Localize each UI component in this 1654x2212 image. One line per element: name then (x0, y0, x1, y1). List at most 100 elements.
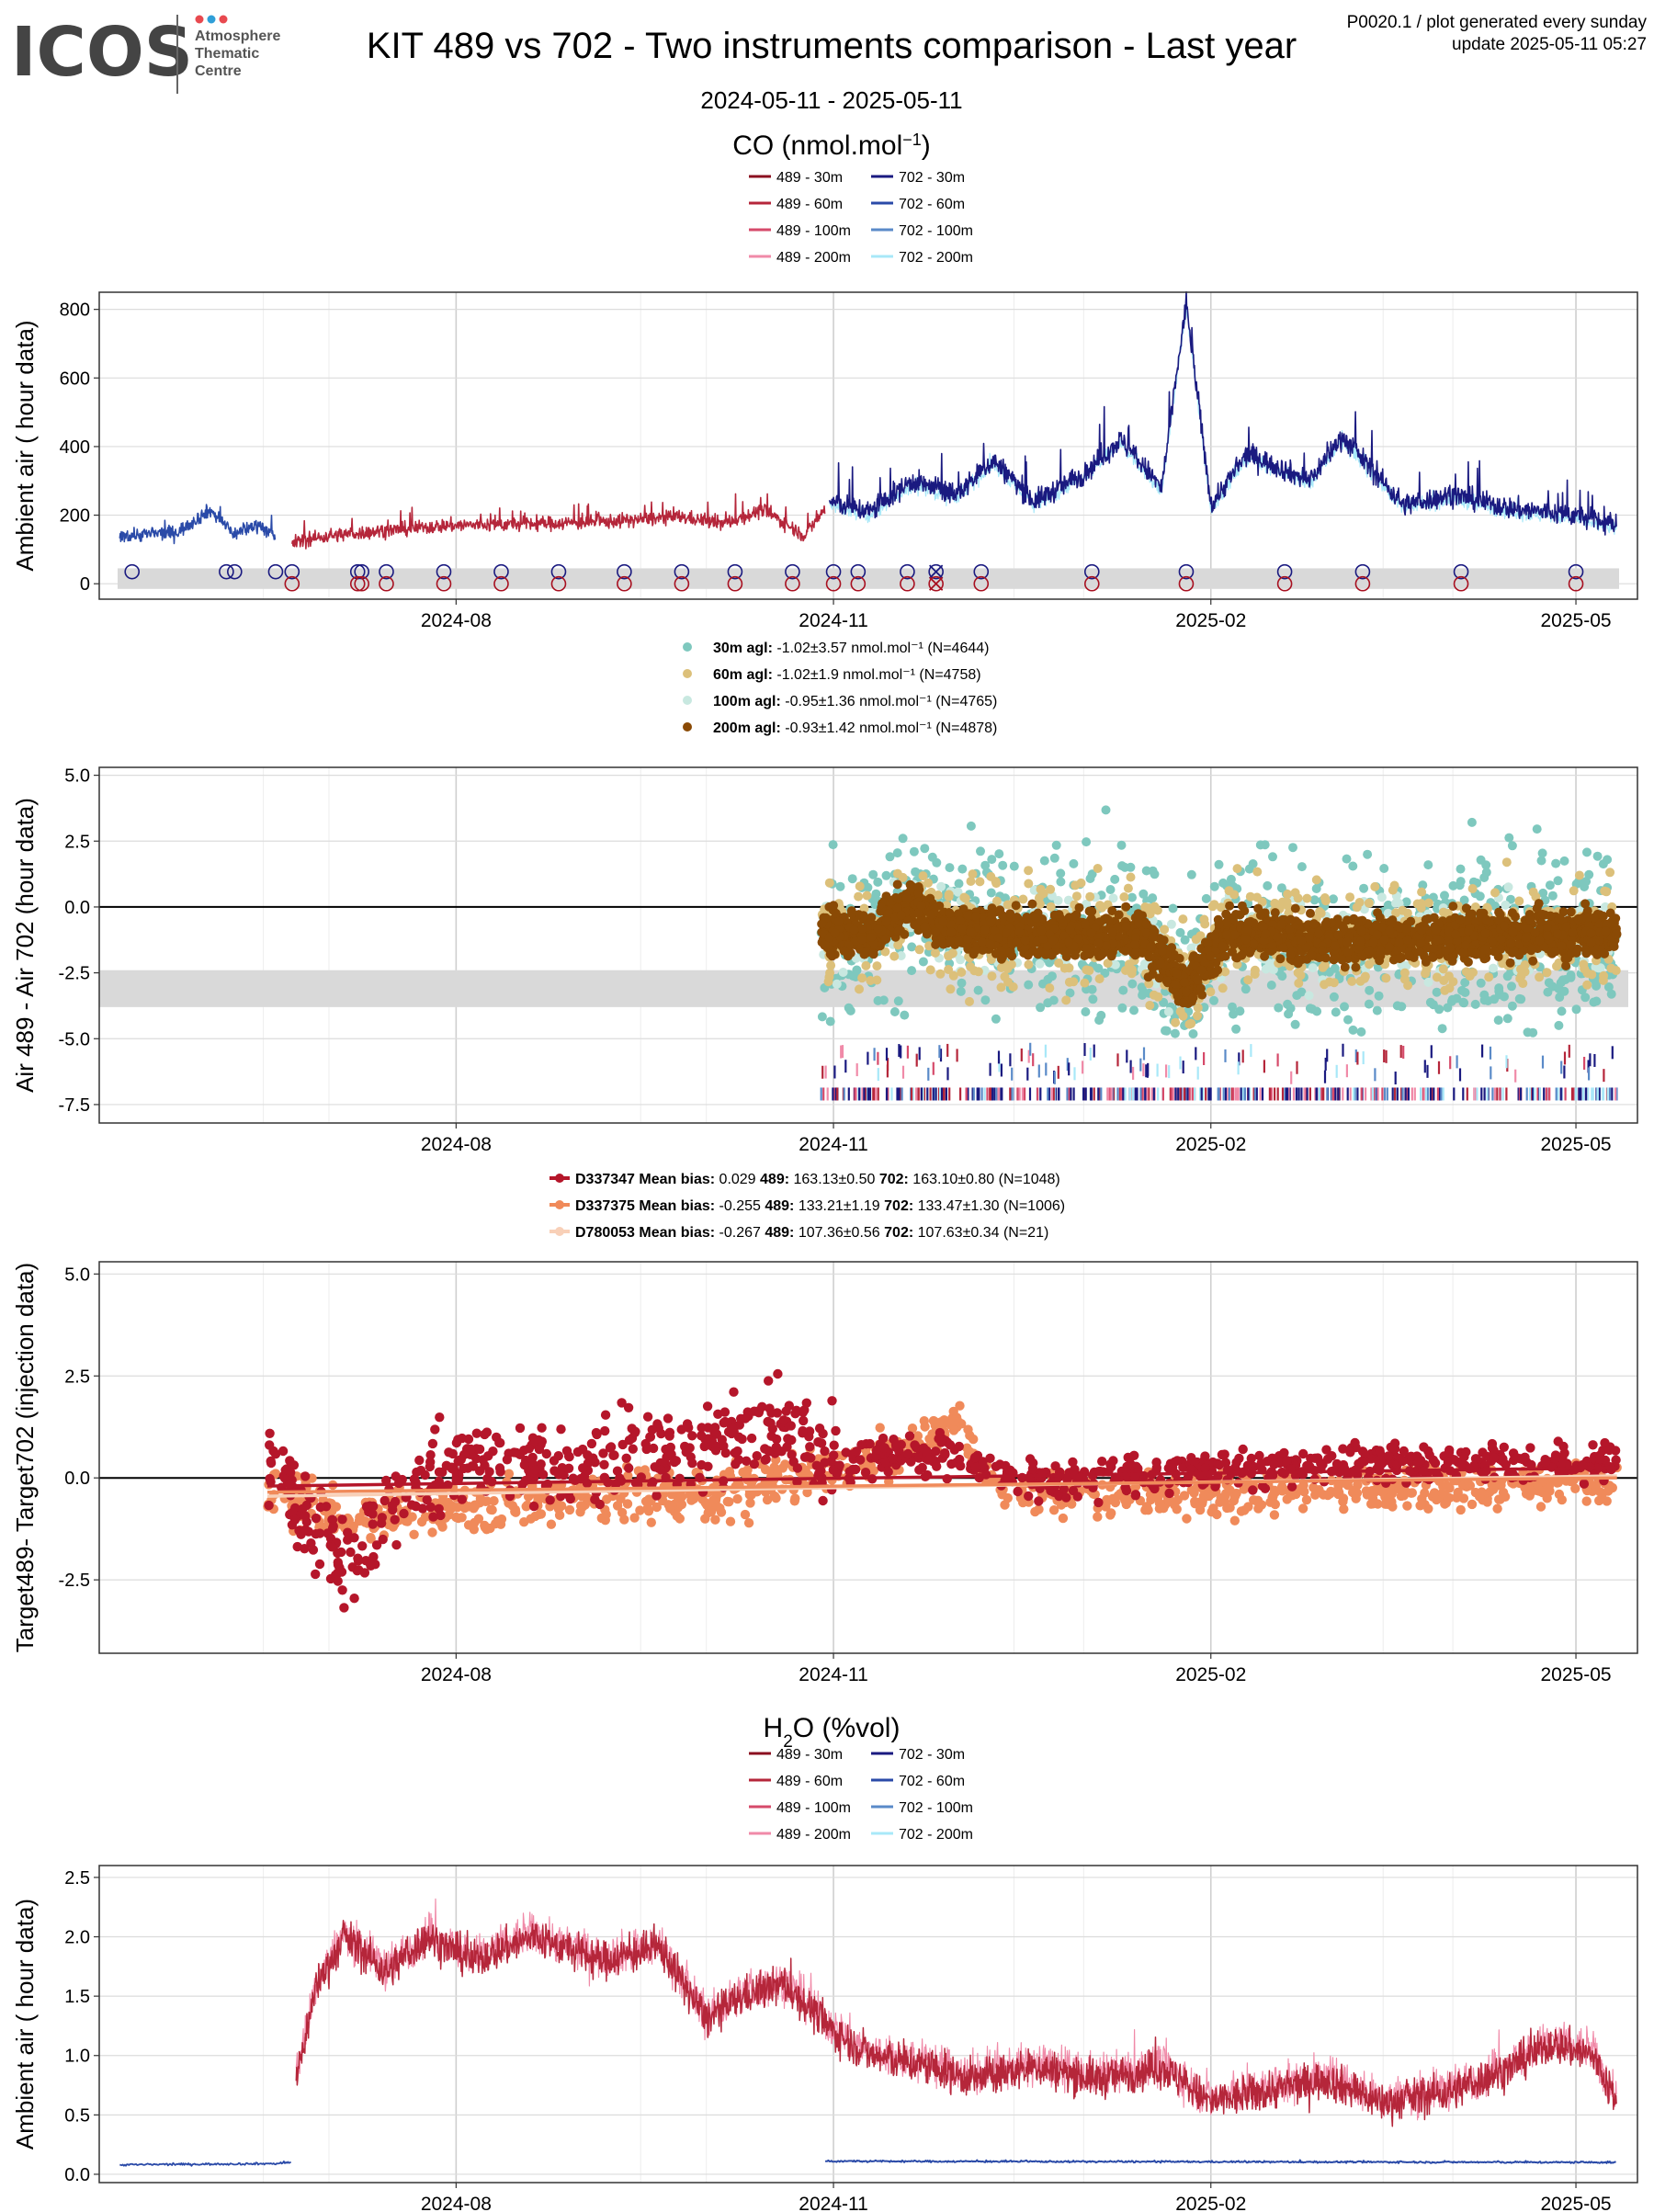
data-point (1137, 982, 1147, 993)
data-point (991, 948, 1001, 959)
y-tick-label: 0 (80, 574, 90, 595)
data-point (854, 891, 864, 902)
data-point (965, 996, 974, 1006)
data-point (1216, 902, 1226, 913)
data-point (1248, 859, 1258, 868)
data-point (1606, 963, 1616, 973)
data-point (1329, 955, 1339, 965)
data-point (1085, 874, 1095, 883)
data-point (892, 879, 902, 890)
legend-label: 702 - 100m (899, 223, 973, 239)
data-point (1448, 902, 1458, 912)
data-point (1417, 925, 1426, 936)
data-point (1141, 919, 1151, 929)
data-point (1195, 931, 1206, 941)
data-point (1521, 933, 1531, 943)
data-point (1459, 998, 1469, 1008)
data-point (1311, 875, 1321, 885)
data-point (1383, 908, 1393, 918)
data-point (1451, 929, 1460, 939)
data-point (1180, 935, 1190, 945)
data-point (1209, 881, 1219, 891)
data-point (1037, 925, 1047, 936)
data-point (1263, 880, 1273, 890)
data-point (1127, 979, 1138, 989)
data-point (1379, 864, 1389, 873)
data-point (918, 871, 928, 881)
data-point (1188, 1029, 1198, 1038)
data-point (1024, 879, 1034, 889)
data-point (1260, 840, 1270, 850)
data-point (1074, 902, 1084, 913)
data-point (1601, 926, 1611, 936)
data-point (1226, 874, 1236, 884)
data-point (1046, 884, 1056, 894)
data-point (1351, 962, 1361, 972)
data-point (1543, 987, 1553, 997)
data-point (1421, 914, 1431, 925)
data-point (1163, 1006, 1173, 1016)
data-point (861, 960, 871, 970)
data-point (1085, 891, 1095, 902)
data-point (893, 996, 903, 1006)
data-point (1432, 987, 1442, 997)
data-point (1218, 983, 1228, 993)
data-point (1146, 942, 1156, 952)
data-point (1043, 998, 1053, 1008)
legend-label: 489 - 100m (776, 223, 851, 239)
data-point (1012, 937, 1022, 947)
data-point (1145, 909, 1155, 919)
data-point (987, 971, 997, 981)
data-point (1589, 997, 1599, 1007)
data-point (1175, 927, 1185, 937)
data-point (1046, 902, 1056, 912)
data-point (1527, 944, 1537, 954)
data-point (1339, 923, 1349, 933)
data-point (1305, 1004, 1315, 1014)
data-point (956, 986, 966, 996)
data-point (896, 951, 906, 960)
legend-label-text: -1.02±1.9 nmol.mol⁻¹ (N=4758) (773, 667, 981, 683)
data-point (1290, 903, 1300, 913)
data-point (1240, 984, 1251, 994)
data-point (1528, 956, 1538, 966)
data-point (1107, 906, 1117, 916)
data-point (1431, 925, 1441, 935)
data-point (1561, 961, 1571, 970)
data-point (1593, 963, 1603, 973)
data-point (1101, 805, 1111, 815)
data-point (1537, 909, 1547, 919)
data-point (1342, 854, 1352, 864)
data-point (1348, 1025, 1358, 1035)
data-point (1518, 979, 1528, 989)
data-point (1275, 954, 1286, 964)
data-point (1584, 869, 1594, 879)
data-point (916, 901, 926, 911)
data-point (1456, 914, 1466, 925)
data-point (1481, 868, 1491, 878)
data-point (1096, 1010, 1106, 1020)
marker-489 (1276, 575, 1293, 592)
data-point (966, 926, 976, 936)
data-point (1459, 895, 1469, 905)
legend-label: 702 - 60m (899, 197, 965, 212)
data-point (1470, 999, 1480, 1009)
data-point (1028, 946, 1038, 956)
co-section-title: CO (nmol.mol−1) (732, 130, 931, 161)
data-point (1423, 977, 1433, 987)
data-point (1399, 968, 1410, 978)
data-point (1073, 934, 1083, 944)
data-point (948, 970, 958, 981)
data-point (1314, 929, 1324, 938)
data-point (907, 942, 917, 952)
data-point (1340, 1002, 1349, 1012)
data-point (1402, 908, 1412, 918)
data-point (1037, 935, 1048, 944)
data-point (1150, 869, 1160, 879)
data-point (1493, 1015, 1503, 1026)
data-point (931, 927, 941, 937)
cross-marker (929, 564, 944, 579)
data-point (945, 908, 955, 918)
legend-label: 100m agl: -0.95±1.36 nmol.mol⁻¹ (N=4765) (713, 694, 997, 709)
